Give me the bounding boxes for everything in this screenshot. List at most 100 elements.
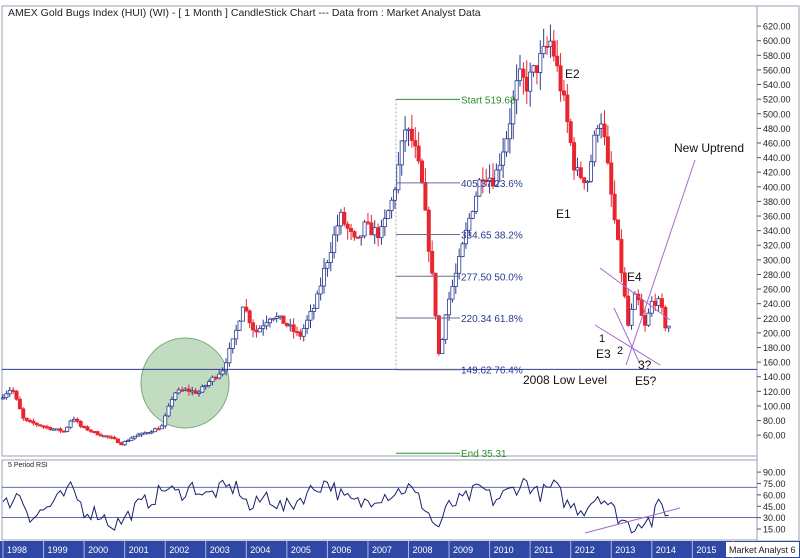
rsi-tick-label: 75.00 bbox=[763, 479, 786, 489]
candle-up bbox=[463, 229, 468, 245]
candle-down bbox=[115, 438, 120, 444]
wave-annotation: E5? bbox=[635, 374, 657, 388]
channel-lower-line bbox=[594, 324, 661, 366]
candle-up bbox=[629, 308, 634, 326]
candle-down bbox=[156, 428, 161, 431]
candle-down bbox=[284, 322, 289, 327]
candle-up bbox=[146, 432, 151, 435]
candle-down bbox=[28, 420, 33, 423]
candle-up bbox=[142, 432, 147, 435]
candle-up bbox=[136, 434, 141, 437]
candle-down bbox=[44, 426, 49, 429]
candle-up bbox=[362, 221, 367, 237]
candle-up bbox=[139, 432, 144, 436]
new-uptrend-line bbox=[625, 159, 696, 366]
rsi-tick-label: 15.00 bbox=[763, 525, 786, 535]
candle-down bbox=[423, 181, 428, 211]
candle-down bbox=[24, 417, 29, 421]
candle-up bbox=[403, 129, 408, 142]
price-tick-label: 420.00 bbox=[763, 168, 791, 178]
candle-down bbox=[609, 162, 614, 195]
candle-up bbox=[575, 167, 580, 171]
candle-up bbox=[379, 226, 384, 239]
candle-down bbox=[622, 272, 627, 297]
candle-up bbox=[389, 199, 394, 212]
candle-up bbox=[531, 65, 536, 73]
year-label: 2015 bbox=[696, 545, 716, 555]
candle-up bbox=[399, 140, 404, 166]
candle-down bbox=[92, 430, 97, 433]
price-tick-label: 520.00 bbox=[763, 95, 791, 105]
candle-down bbox=[436, 315, 441, 355]
candle-up bbox=[595, 128, 600, 136]
candle-up bbox=[656, 298, 661, 306]
candle-up bbox=[460, 243, 465, 257]
price-tick-label: 100.00 bbox=[763, 401, 791, 411]
fib-label: Start 519.68 bbox=[461, 95, 516, 106]
year-label: 2006 bbox=[331, 545, 351, 555]
candle-down bbox=[14, 390, 19, 400]
candle-down bbox=[426, 209, 431, 252]
candle-down bbox=[291, 324, 296, 332]
price-tick-label: 540.00 bbox=[763, 80, 791, 90]
rsi-title: 5 Period RSI bbox=[8, 462, 48, 469]
candle-down bbox=[112, 436, 117, 440]
candle-down bbox=[41, 425, 46, 428]
fib-label: 405.37 23.6% bbox=[461, 179, 523, 190]
candle-down bbox=[349, 227, 354, 232]
rsi-tick-label: 30.00 bbox=[763, 513, 786, 523]
candle-up bbox=[450, 286, 455, 300]
candle-up bbox=[443, 314, 448, 340]
candle-up bbox=[406, 128, 411, 131]
price-tick-label: 300.00 bbox=[763, 255, 791, 265]
candle-up bbox=[359, 235, 364, 238]
candle-up bbox=[65, 426, 70, 432]
candle-up bbox=[203, 385, 208, 388]
candle-up bbox=[129, 437, 134, 441]
candle-up bbox=[318, 285, 323, 295]
year-label: 2002 bbox=[169, 545, 189, 555]
candle-down bbox=[409, 128, 414, 141]
year-label: 2013 bbox=[615, 545, 635, 555]
candle-up bbox=[278, 315, 283, 318]
candle-down bbox=[247, 310, 252, 324]
candle-up bbox=[122, 441, 127, 446]
year-label: 1999 bbox=[48, 545, 68, 555]
candle-up bbox=[372, 227, 377, 236]
candle-down bbox=[294, 331, 299, 334]
candle-down bbox=[612, 193, 617, 221]
candle-down bbox=[376, 227, 381, 239]
price-tick-label: 220.00 bbox=[763, 314, 791, 324]
candle-up bbox=[224, 362, 229, 372]
candle-down bbox=[180, 389, 185, 392]
candle-down bbox=[416, 145, 421, 162]
candle-up bbox=[440, 339, 445, 355]
year-label: 2000 bbox=[88, 545, 108, 555]
candle-up bbox=[301, 327, 306, 337]
candle-down bbox=[365, 221, 370, 224]
candle-up bbox=[227, 348, 232, 364]
candle-up bbox=[200, 386, 205, 393]
candle-down bbox=[78, 421, 83, 427]
year-label: 2014 bbox=[656, 545, 676, 555]
candle-down bbox=[34, 422, 39, 426]
candle-down bbox=[572, 142, 577, 171]
candle-down bbox=[639, 299, 644, 316]
candle-up bbox=[511, 99, 516, 125]
candle-down bbox=[186, 388, 191, 392]
candle-down bbox=[345, 223, 350, 229]
candle-down bbox=[85, 426, 90, 431]
year-label: 1998 bbox=[7, 545, 27, 555]
candle-up bbox=[332, 234, 337, 253]
price-tick-label: 440.00 bbox=[763, 153, 791, 163]
candle-down bbox=[558, 65, 563, 92]
fib-label: 149.62 76.4% bbox=[461, 366, 523, 377]
time-axis-bar bbox=[0, 541, 800, 558]
year-label: 2011 bbox=[534, 545, 553, 555]
candle-up bbox=[4, 393, 9, 399]
candle-up bbox=[585, 180, 590, 184]
candle-down bbox=[545, 45, 550, 48]
candle-down bbox=[534, 65, 539, 73]
